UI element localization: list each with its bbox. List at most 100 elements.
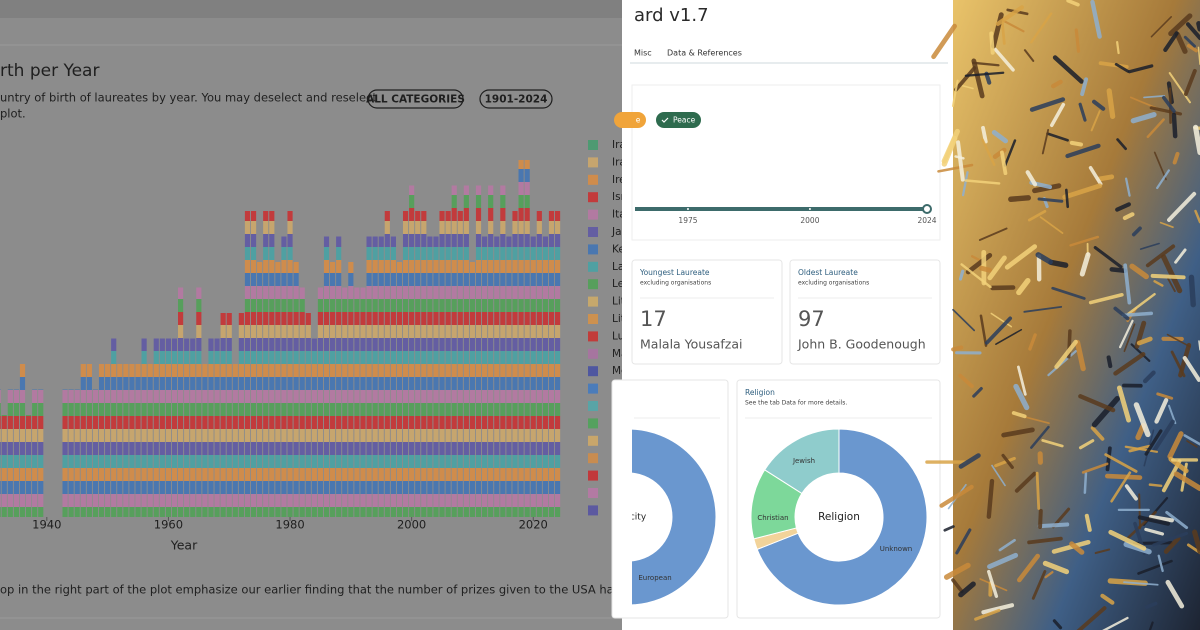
painting-stroke: [991, 464, 1006, 487]
bar: [445, 211, 451, 517]
painting-stroke: [1016, 553, 1040, 583]
filter-button[interactable]: 1901-2024: [479, 89, 553, 109]
bar: [536, 211, 542, 517]
painting-stroke: [1052, 619, 1063, 630]
legend-swatch: [588, 505, 598, 516]
painting-stroke: [1110, 471, 1132, 503]
bar: [171, 338, 178, 517]
painting-stroke: [1078, 439, 1095, 450]
bar: [257, 262, 263, 517]
painting-stroke: [1025, 170, 1038, 187]
legend-label: Ma: [612, 348, 628, 360]
bar: [554, 211, 561, 517]
bar: [220, 313, 226, 517]
painting-stroke: [1124, 177, 1131, 197]
bar: [433, 236, 439, 517]
bar: [305, 313, 311, 517]
legend-swatch: [588, 453, 598, 464]
painting-stroke: [1144, 429, 1163, 456]
painting-stroke: [1096, 174, 1115, 182]
painting-stroke: [1153, 280, 1164, 287]
x-tick-label: 1980: [275, 518, 304, 532]
legend-swatch: [588, 174, 598, 185]
painting-stroke: [1173, 471, 1200, 492]
painting-stroke: [1106, 355, 1113, 369]
painting-stroke: [1080, 77, 1089, 97]
painting-stroke: [1065, 143, 1101, 159]
bar: [378, 236, 384, 517]
bar: [323, 236, 330, 517]
painting-stroke: [1038, 508, 1043, 529]
legend-label: Ke: [612, 243, 625, 255]
painting-stroke: [1104, 473, 1143, 480]
painting-stroke: [981, 603, 1015, 615]
bar: [196, 287, 202, 517]
painting-stroke: [958, 373, 974, 389]
plot: [0, 160, 561, 517]
tab[interactable]: Misc: [634, 49, 652, 58]
painting-stroke: [1174, 31, 1188, 54]
chip[interactable]: [614, 112, 646, 128]
painting-stroke: [1088, 165, 1103, 186]
painting-stroke: [955, 528, 972, 555]
filter-button[interactable]: ALL CATEGORIES: [366, 89, 465, 109]
footer-text: op in the right part of the plot emphasi…: [0, 583, 746, 597]
bar: [25, 415, 32, 517]
painting-stroke: [1037, 197, 1064, 203]
painting-stroke: [1035, 252, 1053, 265]
painting-stroke: [987, 552, 1019, 570]
bar: [366, 236, 372, 517]
donut-slice: [632, 428, 717, 606]
bar: [451, 185, 457, 517]
painting-stroke: [1000, 150, 1008, 176]
painting-stroke: [961, 171, 969, 197]
legend-label: Lu: [612, 330, 624, 342]
painting-stroke: [964, 71, 1005, 77]
bar: [299, 287, 305, 517]
button-label: 1901-2024: [485, 94, 548, 106]
legend-swatch: [588, 140, 598, 150]
bar: [117, 364, 123, 517]
chip[interactable]: [656, 112, 701, 128]
bar: [494, 236, 500, 517]
bar: [32, 389, 38, 517]
donut-center-label: Religion: [818, 511, 860, 523]
bar: [86, 364, 92, 517]
legend-swatch: [588, 157, 598, 168]
painting-stroke: [1013, 383, 1030, 411]
bar: [105, 364, 111, 517]
bar: [80, 364, 86, 517]
painting-stroke: [1079, 252, 1091, 277]
stat-card: [631, 259, 783, 365]
x-tick-label: 2000: [397, 518, 426, 532]
painting-stroke: [1148, 621, 1154, 630]
painting-stroke: [1159, 221, 1174, 229]
donut: Unknown Christian Jewish Religion: [750, 428, 928, 606]
painting-stroke: [1148, 483, 1163, 488]
painting-stroke: [1014, 471, 1037, 493]
painting-stroke: [1145, 601, 1158, 609]
painting-stroke: [958, 581, 976, 598]
painting-stroke: [1090, 110, 1101, 132]
painting-stroke: [1039, 216, 1064, 234]
painting-stroke: [974, 608, 1001, 621]
painting-stroke: [1119, 319, 1134, 349]
bar: [275, 262, 281, 517]
painting-stroke: [1078, 394, 1116, 413]
painting-stroke: [1030, 12, 1053, 44]
painting-stroke: [1090, 0, 1102, 39]
painting-stroke: [1122, 212, 1135, 221]
painting-stroke: [1078, 102, 1087, 122]
bar: [281, 236, 287, 517]
bar: [336, 236, 342, 517]
painting-stroke: [1123, 263, 1132, 305]
painting-stroke: [1050, 79, 1063, 89]
bar: [74, 389, 80, 517]
painting-stroke: [994, 456, 1016, 468]
tab[interactable]: Data & References: [667, 49, 742, 58]
bar: [226, 313, 232, 517]
painting-stroke: [1124, 445, 1159, 453]
painting-stroke: [1109, 267, 1128, 273]
chart-title: rth per Year: [0, 61, 99, 81]
painting-stroke: [1003, 139, 1017, 167]
